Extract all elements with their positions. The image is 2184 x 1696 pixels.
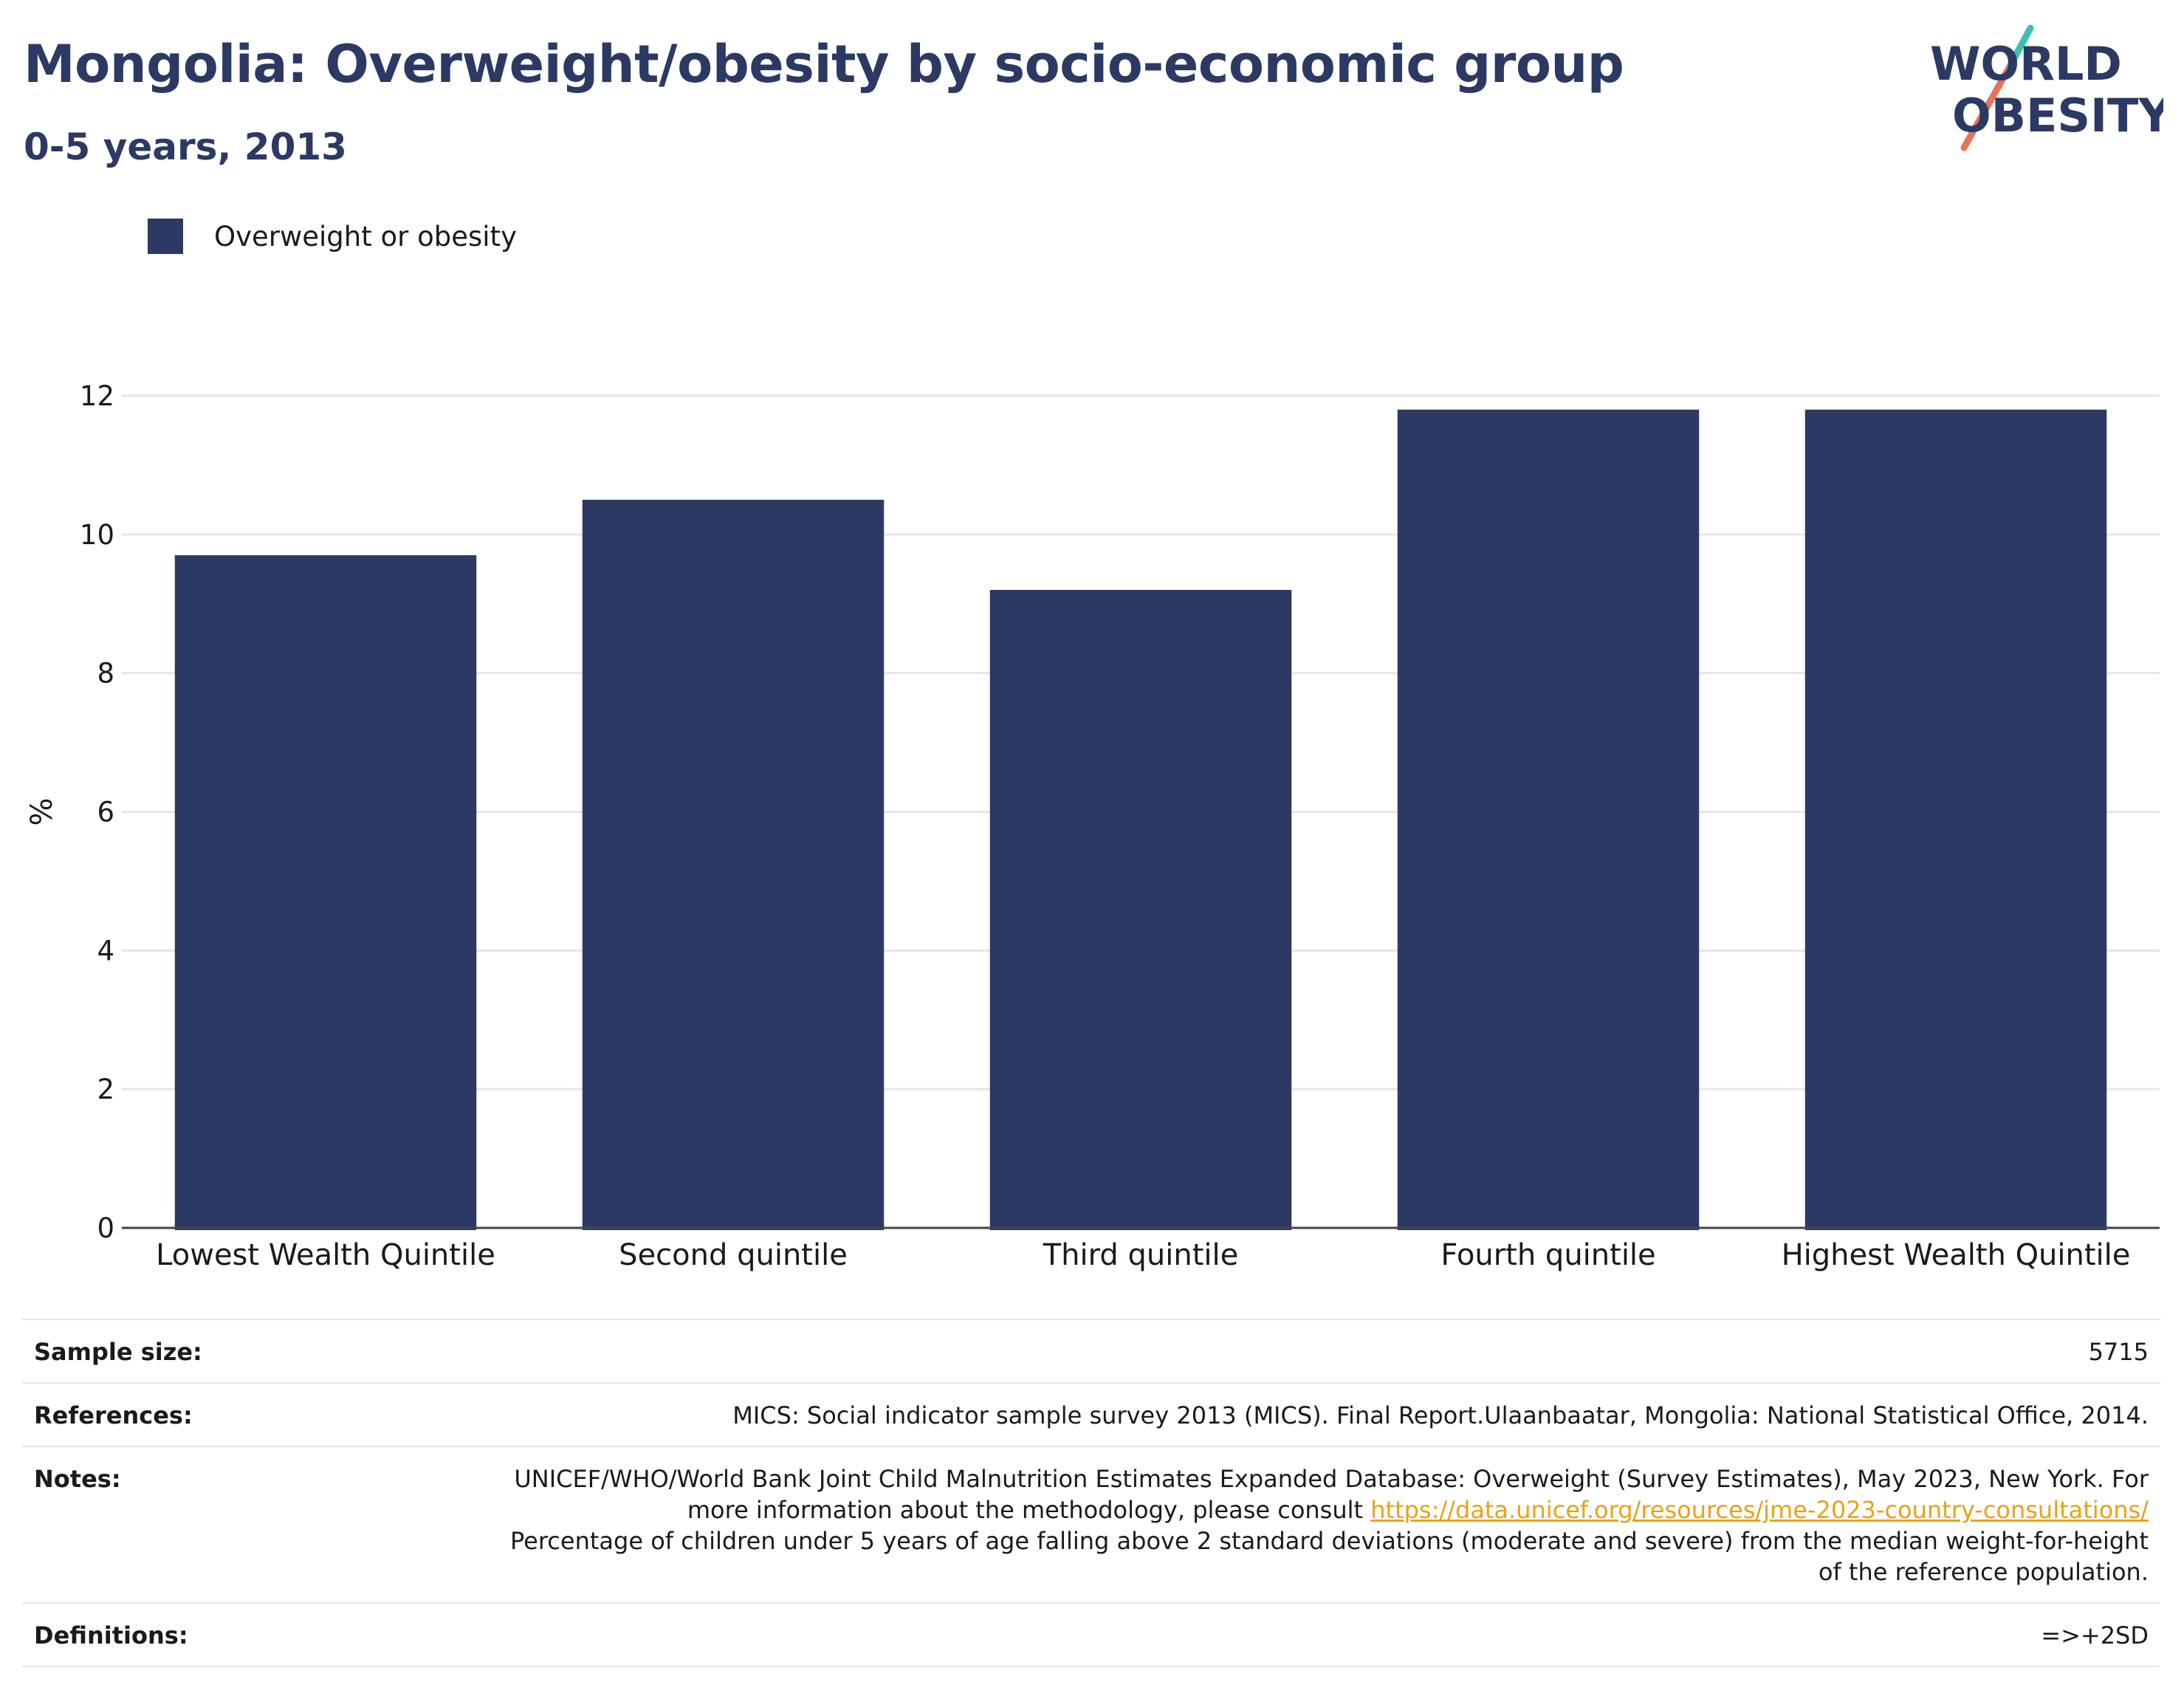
y-tick-label: 6: [97, 797, 114, 828]
metadata-table: Sample size: 5715 References: MICS: Soci…: [22, 1319, 2160, 1667]
x-tick-label: Third quintile: [1043, 1238, 1238, 1272]
svg-text:WORLD: WORLD: [1930, 37, 2122, 91]
references-row: References: MICS: Social indicator sampl…: [22, 1384, 2160, 1447]
bar: [989, 589, 1292, 1230]
sample-size-row: Sample size: 5715: [22, 1320, 2160, 1384]
notes-row: Notes: UNICEF/WHO/World Bank Joint Child…: [22, 1447, 2160, 1604]
chart-subtitle: 0-5 years, 2013: [24, 126, 347, 168]
y-tick-label: 8: [97, 658, 114, 690]
x-tick-label: Second quintile: [619, 1238, 848, 1272]
y-tick-label: 4: [97, 935, 114, 967]
notes-definition-text: Percentage of children under 5 years of …: [510, 1527, 2149, 1586]
notes-label: Notes:: [34, 1465, 121, 1493]
x-tick-label: Fourth quintile: [1440, 1238, 1655, 1272]
notes-text: UNICEF/WHO/World Bank Joint Child Malnut…: [514, 1465, 2149, 1524]
sample-size-label: Sample size:: [34, 1338, 202, 1366]
x-tick-label: Highest Wealth Quintile: [1782, 1238, 2131, 1272]
bar: [174, 555, 477, 1230]
legend-label: Overweight or obesity: [214, 220, 517, 253]
sample-size-value: 5715: [2088, 1338, 2149, 1366]
bar: [582, 499, 885, 1230]
bar: [1804, 409, 2107, 1230]
chart-title: Mongolia: Overweight/obesity by socio-ec…: [24, 34, 1624, 95]
world-obesity-logo: WORLD OBESITY: [1930, 24, 2163, 151]
svg-text:OBESITY: OBESITY: [1952, 89, 2163, 143]
definitions-value: =>+2SD: [2041, 1621, 2149, 1649]
y-axis-label: %: [25, 797, 59, 825]
chart-legend: Overweight or obesity: [148, 219, 517, 254]
notes-link[interactable]: https://data.unicef.org/resources/jme-20…: [1370, 1496, 2149, 1524]
notes-value: UNICEF/WHO/World Bank Joint Child Malnut…: [495, 1463, 2149, 1587]
definitions-label: Definitions:: [34, 1621, 188, 1649]
bar: [1397, 409, 1700, 1230]
y-tick-label: 0: [97, 1212, 114, 1244]
references-value: MICS: Social indicator sample survey 201…: [732, 1401, 2149, 1429]
legend-swatch: [148, 219, 183, 254]
references-label: References:: [34, 1401, 193, 1429]
x-tick-label: Lowest Wealth Quintile: [156, 1238, 495, 1272]
y-tick-label: 10: [80, 519, 114, 551]
y-tick-label: 2: [97, 1074, 114, 1105]
y-tick-label: 12: [80, 380, 114, 412]
definitions-row: Definitions: =>+2SD: [22, 1604, 2160, 1667]
bar-chart: 0 2 4 6 8 10 12% Lowest Wealth Quintile Second q…: [25, 380, 2160, 1272]
